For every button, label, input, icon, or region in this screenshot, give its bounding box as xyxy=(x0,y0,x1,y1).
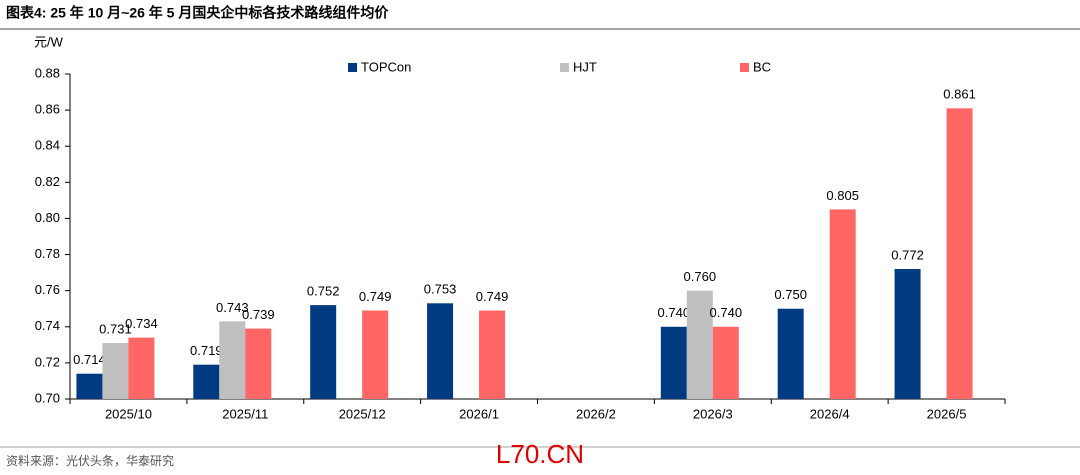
legend-swatch xyxy=(560,63,569,72)
y-tick-label: 0.84 xyxy=(35,138,60,153)
chart-title: 图表4: 25 年 10 月~26 年 5 月国央企中标各技术路线组件均价 xyxy=(6,5,389,21)
value-label: 0.760 xyxy=(684,269,717,284)
y-tick-label: 0.78 xyxy=(35,246,60,261)
value-label: 0.740 xyxy=(658,305,691,320)
legend-swatch xyxy=(348,63,357,72)
value-label: 0.743 xyxy=(216,300,249,315)
x-tick-label: 2025/12 xyxy=(339,406,386,421)
bar xyxy=(245,328,272,399)
bar xyxy=(128,337,155,399)
y-tick-label: 0.70 xyxy=(35,390,60,405)
x-tick-label: 2025/11 xyxy=(222,406,268,421)
value-label: 0.750 xyxy=(774,287,807,302)
bar xyxy=(362,310,389,399)
x-tick-label: 2026/5 xyxy=(927,406,967,421)
bar xyxy=(479,310,506,399)
y-tick-label: 0.74 xyxy=(35,318,60,333)
bar xyxy=(946,108,973,400)
value-label: 0.772 xyxy=(891,247,924,262)
unit-label: 元/W xyxy=(34,34,64,49)
bar xyxy=(102,343,129,399)
value-label: 0.805 xyxy=(826,188,859,203)
value-label: 0.752 xyxy=(307,284,340,299)
y-tick-label: 0.86 xyxy=(35,102,60,117)
y-tick-label: 0.88 xyxy=(35,65,60,80)
x-tick-label: 2026/4 xyxy=(810,406,850,421)
value-label: 0.734 xyxy=(125,316,158,331)
value-label: 0.749 xyxy=(476,289,509,304)
bar xyxy=(219,321,246,399)
y-tick-label: 0.76 xyxy=(35,282,60,297)
bar xyxy=(712,326,739,399)
bar xyxy=(76,373,103,399)
y-tick-label: 0.72 xyxy=(35,354,60,369)
bar xyxy=(310,305,337,399)
legend-label: BC xyxy=(753,59,771,74)
value-label: 0.739 xyxy=(242,307,275,322)
bar xyxy=(193,364,220,399)
watermark: L70.CN xyxy=(496,439,584,469)
x-tick-label: 2026/1 xyxy=(459,406,499,421)
legend-swatch xyxy=(740,63,749,72)
y-tick-label: 0.82 xyxy=(35,174,60,189)
value-label: 0.731 xyxy=(99,321,132,336)
value-label: 0.861 xyxy=(943,87,976,102)
x-tick-label: 2026/3 xyxy=(693,406,733,421)
bar xyxy=(660,326,687,399)
value-label: 0.753 xyxy=(424,282,457,297)
bar xyxy=(777,308,804,399)
x-tick-label: 2025/10 xyxy=(105,406,152,421)
legend-label: HJT xyxy=(573,59,597,74)
legend-label: TOPCon xyxy=(361,59,411,74)
source: 资料来源：光伏头条，华泰研究 xyxy=(6,453,174,468)
value-label: 0.740 xyxy=(710,305,743,320)
value-label: 0.719 xyxy=(190,343,223,358)
bar xyxy=(829,209,856,399)
bar xyxy=(686,290,713,399)
bar xyxy=(894,269,921,399)
value-label: 0.749 xyxy=(359,289,392,304)
bar xyxy=(427,303,454,399)
x-tick-label: 2026/2 xyxy=(576,406,616,421)
value-label: 0.714 xyxy=(73,352,106,367)
y-tick-label: 0.80 xyxy=(35,210,60,225)
